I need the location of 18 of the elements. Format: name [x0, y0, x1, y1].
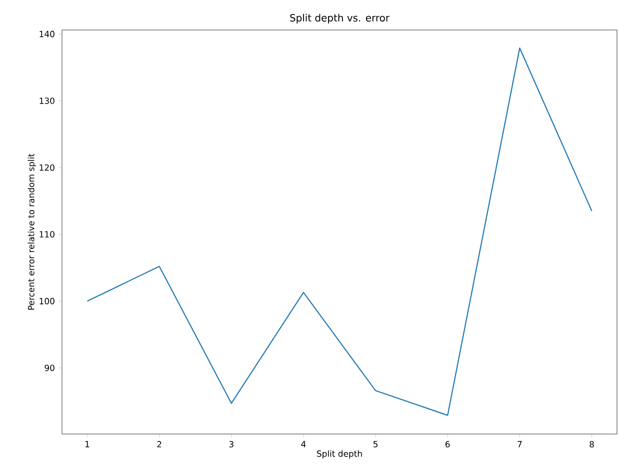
y-tick-label: 100: [40, 298, 54, 304]
y-tick-label: 110: [40, 231, 54, 238]
x-axis-title: Split depth: [317, 450, 362, 458]
x-tick-label: 3: [229, 441, 234, 448]
x-tick-label: 8: [590, 441, 594, 448]
x-tick-label: 5: [374, 441, 378, 448]
y-tick-label: 130: [40, 98, 54, 104]
y-tick-label: 90: [44, 364, 54, 372]
x-tick-label: 6: [446, 441, 450, 448]
y-tick-label: 140: [40, 30, 54, 38]
y-axis-title: Percent error relative to random split: [28, 154, 36, 310]
chart-title: Split depth vs. error: [290, 14, 390, 24]
x-tick-label: 4: [301, 441, 306, 448]
x-tick-label: 7: [518, 441, 522, 448]
x-tick-label: 1: [85, 441, 90, 448]
line-series: [86, 47, 592, 416]
x-tick-label: 2: [157, 441, 162, 448]
y-tick-label: 120: [40, 164, 54, 171]
